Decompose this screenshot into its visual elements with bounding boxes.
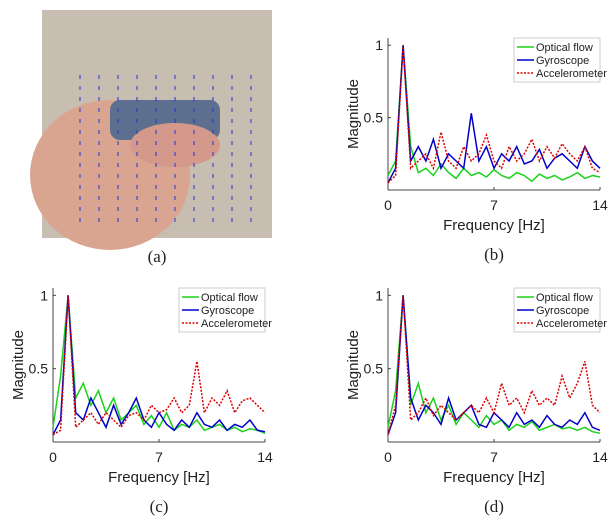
series-line — [52, 295, 266, 436]
y-axis-label: Magnitude — [345, 79, 362, 149]
legend-label: Optical flow — [201, 292, 258, 304]
series-line — [52, 295, 266, 434]
x-axis-label: Frequency [Hz] — [443, 217, 545, 234]
photo: (a) — [30, 10, 272, 266]
caption: (a) — [148, 247, 167, 266]
x-tick-label: 0 — [384, 449, 392, 465]
y-tick-label: 1 — [40, 287, 48, 303]
y-tick-label: 0.5 — [364, 361, 384, 377]
x-tick-label: 7 — [490, 197, 498, 213]
chart: 0 7 14 0.5 1 Optical flowGyroscopeAcceleromet… — [345, 37, 608, 264]
chart: 0 7 14 0.5 1 Optical flowGyroscopeAcceleromet… — [10, 287, 273, 516]
y-tick-label: 1 — [375, 37, 383, 53]
caption: (b) — [484, 245, 504, 264]
x-tick-label: 14 — [257, 449, 273, 465]
y-axis-label: Magnitude — [345, 330, 362, 400]
flow-arrows — [79, 75, 252, 222]
y-tick-label: 0.5 — [29, 361, 49, 377]
x-axis-label: Frequency [Hz] — [443, 469, 545, 486]
caption: (c) — [150, 497, 169, 516]
x-tick-label: 0 — [384, 197, 392, 213]
x-tick-label: 14 — [592, 197, 608, 213]
legend-label: Gyroscope — [201, 305, 254, 317]
x-tick-label: 7 — [490, 449, 498, 465]
legend-label: Gyroscope — [536, 55, 589, 67]
y-tick-label: 0.5 — [364, 110, 384, 126]
y-tick-label: 1 — [375, 287, 383, 303]
x-tick-label: 0 — [49, 449, 57, 465]
chart: 0 7 14 0.5 1 Optical flowGyroscopeAcceleromet… — [345, 287, 608, 516]
legend-label: Optical flow — [536, 42, 593, 54]
legend-label: Accelerometer — [536, 318, 607, 330]
series-line — [52, 295, 266, 436]
legend-label: Accelerometer — [536, 68, 607, 80]
series-line — [387, 45, 601, 184]
caption: (d) — [484, 497, 504, 516]
legend-label: Accelerometer — [201, 318, 272, 330]
series-line — [387, 295, 601, 435]
legend-label: Optical flow — [536, 292, 593, 304]
x-tick-label: 7 — [155, 449, 163, 465]
x-tick-label: 14 — [592, 449, 608, 465]
y-axis-label: Magnitude — [10, 330, 27, 400]
legend-label: Gyroscope — [536, 305, 589, 317]
x-axis-label: Frequency [Hz] — [108, 469, 210, 486]
